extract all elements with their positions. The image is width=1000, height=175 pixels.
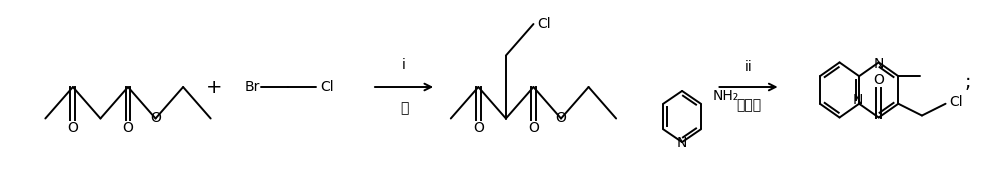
Text: NH₂: NH₂ [713,89,739,103]
Text: ii: ii [745,60,752,74]
Text: O: O [67,121,78,135]
Text: Br: Br [244,80,260,94]
Text: 催化剂: 催化剂 [736,98,761,112]
Text: +: + [206,78,223,96]
Text: Cl: Cl [320,80,334,94]
Text: N: N [853,93,863,107]
Text: O: O [556,111,566,125]
Text: N: N [874,57,884,71]
Text: O: O [150,111,161,125]
Text: N: N [677,136,687,150]
Text: O: O [873,73,884,87]
Text: O: O [473,121,484,135]
Text: O: O [123,121,133,135]
Text: Cl: Cl [537,17,551,31]
Text: O: O [528,121,539,135]
Text: i: i [402,58,406,72]
Text: 碱: 碱 [400,102,408,116]
Text: ;: ; [964,73,971,92]
Text: Cl: Cl [950,95,963,109]
